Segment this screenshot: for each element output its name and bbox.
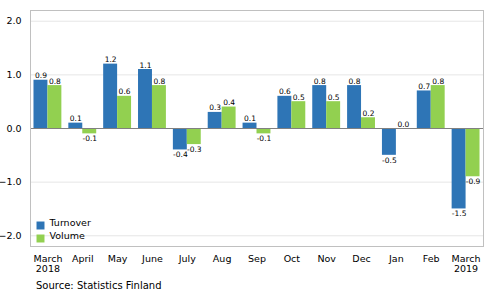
svg-text:0.8: 0.8 <box>153 77 165 86</box>
svg-text:May: May <box>108 253 128 264</box>
html-text:Source: Statistics Finland: Source: Statistics Finland <box>36 280 162 291</box>
svg-text:Feb: Feb <box>423 253 440 264</box>
svg-text:Nov: Nov <box>317 253 336 264</box>
svg-text:0.2: 0.2 <box>363 109 375 118</box>
svg-text:0.7: 0.7 <box>418 82 430 91</box>
svg-text:0.8: 0.8 <box>432 77 444 86</box>
svg-text:0.4: 0.4 <box>223 98 235 107</box>
svg-text:March2019: March2019 <box>452 253 481 274</box>
svg-text:Turnover: Turnover <box>49 217 91 228</box>
svg-text:March2018: March2018 <box>33 253 62 274</box>
svg-text:0.6: 0.6 <box>279 87 291 96</box>
svg-text:Dec: Dec <box>352 253 370 264</box>
svg-text:July: July <box>178 253 196 264</box>
svg-text:-0.9: -0.9 <box>466 177 481 186</box>
svg-text:0.6: 0.6 <box>119 87 131 96</box>
svg-text:0.3: 0.3 <box>209 103 221 112</box>
svg-text:0.8: 0.8 <box>49 77 61 86</box>
svg-text:−1.0: −1.0 <box>0 176 22 187</box>
svg-text:0.1: 0.1 <box>70 114 82 123</box>
svg-text:0.1: 0.1 <box>244 114 256 123</box>
svg-text:Volume: Volume <box>50 230 85 241</box>
svg-text:−2.0: −2.0 <box>0 230 22 241</box>
svg-text:-0.1: -0.1 <box>257 134 272 143</box>
svg-text:0.9: 0.9 <box>35 71 47 80</box>
svg-text:0.8: 0.8 <box>314 77 326 86</box>
svg-text:0.8: 0.8 <box>349 77 361 86</box>
svg-text:-0.3: -0.3 <box>187 145 202 154</box>
svg-text:0.0: 0.0 <box>397 120 409 129</box>
svg-text:Aug: Aug <box>213 253 232 264</box>
svg-text:Jan: Jan <box>388 253 404 264</box>
svg-text:-1.5: -1.5 <box>452 209 467 218</box>
svg-text:June: June <box>141 253 163 264</box>
svg-text:-0.5: -0.5 <box>382 156 397 165</box>
svg-text:0.0: 0.0 <box>6 123 21 134</box>
svg-text:Sep: Sep <box>248 253 266 264</box>
svg-text:April: April <box>72 253 94 264</box>
svg-text:-0.4: -0.4 <box>173 150 188 159</box>
svg-text:0.5: 0.5 <box>293 93 305 102</box>
svg-text:1.1: 1.1 <box>140 61 152 70</box>
svg-text:-0.1: -0.1 <box>82 134 97 143</box>
svg-text:2.0: 2.0 <box>6 15 21 26</box>
svg-text:1.0: 1.0 <box>6 69 21 80</box>
svg-text:0.5: 0.5 <box>328 93 340 102</box>
svg-text:Oct: Oct <box>284 253 301 264</box>
svg-text:1.2: 1.2 <box>105 55 117 64</box>
